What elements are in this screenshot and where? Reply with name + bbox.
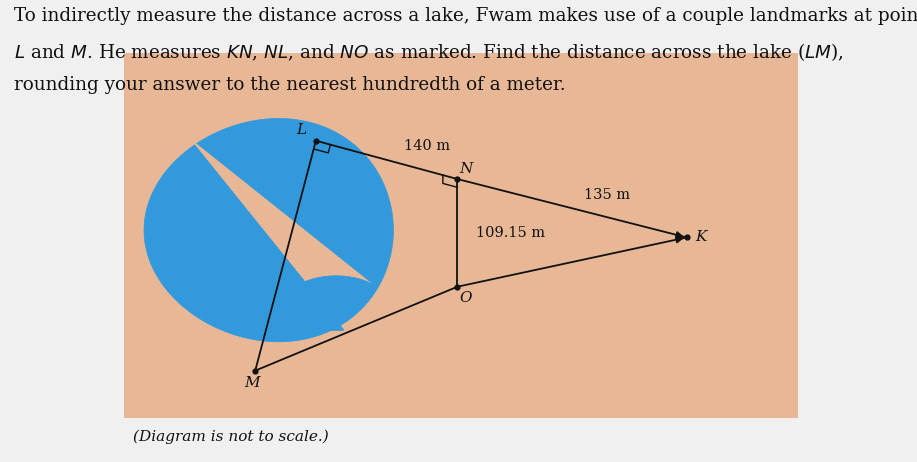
Text: N: N — [458, 162, 472, 176]
Text: M: M — [244, 377, 260, 390]
Bar — [124, 53, 798, 418]
Text: 135 m: 135 m — [584, 188, 630, 202]
Text: L: L — [296, 123, 306, 137]
Text: rounding your answer to the nearest hundredth of a meter.: rounding your answer to the nearest hund… — [14, 76, 566, 94]
Text: 109.15 m: 109.15 m — [476, 226, 546, 240]
Text: To indirectly measure the distance across a lake, Fwam makes use of a couple lan: To indirectly measure the distance acros… — [14, 7, 917, 25]
Text: 140 m: 140 m — [403, 139, 449, 152]
Polygon shape — [144, 118, 393, 342]
Text: (Diagram is not to scale.): (Diagram is not to scale.) — [133, 430, 328, 444]
Text: $L$ and $M$. He measures $KN$, $NL$, and $NO$ as marked. Find the distance acros: $L$ and $M$. He measures $KN$, $NL$, and… — [14, 42, 844, 63]
Text: K: K — [696, 231, 707, 244]
Text: O: O — [459, 291, 471, 304]
